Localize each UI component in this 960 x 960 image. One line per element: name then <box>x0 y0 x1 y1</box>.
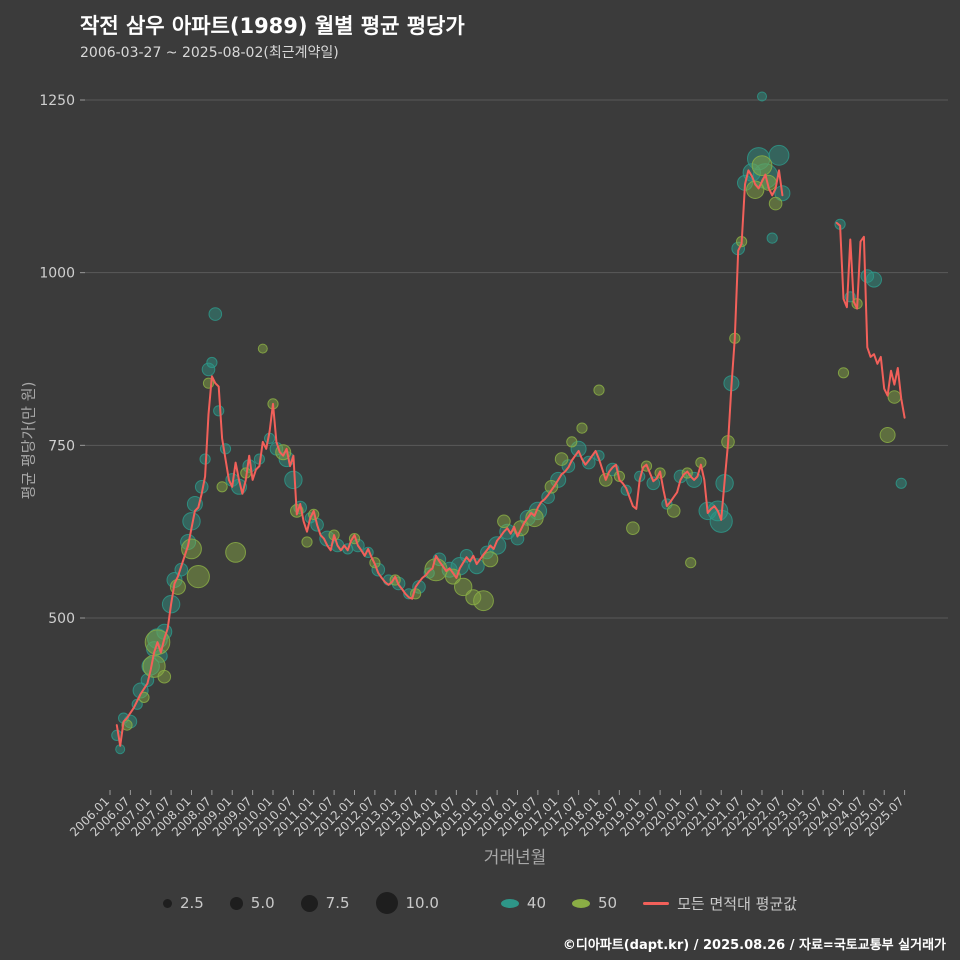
size-legend-label: 5.0 <box>250 894 275 912</box>
size-legend-item: 2.5 <box>162 894 204 912</box>
page-title: 작전 삼우 아파트(1989) 월별 평균 평당가 <box>80 14 465 38</box>
size-dot-medium-icon <box>229 896 243 910</box>
series-legend-item-50: 50 <box>572 894 617 912</box>
size-legend-item: 7.5 <box>300 894 350 912</box>
svg-text:500: 500 <box>48 611 75 627</box>
average-line-swatch-icon <box>643 901 670 905</box>
size-legend-label: 2.5 <box>179 894 204 912</box>
x-axis-title: 거래년월 <box>483 848 547 868</box>
series-40-swatch-icon <box>500 898 519 908</box>
size-dot-xlarge-icon <box>375 892 398 914</box>
line-legend-item: 모든 면적대 평균값 <box>643 893 797 914</box>
chart-subtitle: 2006-03-27 ~ 2025-08-02(최근계약일) <box>80 45 339 61</box>
series-50-swatch-icon <box>572 898 591 908</box>
series-legend-label: 50 <box>598 894 618 912</box>
size-dot-small-icon <box>162 898 172 908</box>
size-legend-label: 10.0 <box>405 894 439 912</box>
size-dot-large-icon <box>300 894 318 912</box>
size-legend-item: 5.0 <box>229 894 275 912</box>
source-attribution: ©디아파트(dapt.kr) / 2025.08.26 / 자료=국토교통부 실… <box>562 938 946 953</box>
svg-text:1250: 1250 <box>39 93 75 109</box>
line-legend-label: 모든 면적대 평균값 <box>677 894 798 913</box>
size-legend-item: 10.0 <box>375 892 439 914</box>
svg-text:750: 750 <box>48 438 75 454</box>
svg-text:1000: 1000 <box>39 266 75 282</box>
series-legend-item-40: 40 <box>500 894 547 912</box>
series-legend-label: 40 <box>526 894 547 912</box>
size-legend-label: 7.5 <box>325 894 350 912</box>
chart-legend: 2.5 5.0 7.5 10.0 40 50 모든 면적대 평균값 <box>0 892 960 914</box>
